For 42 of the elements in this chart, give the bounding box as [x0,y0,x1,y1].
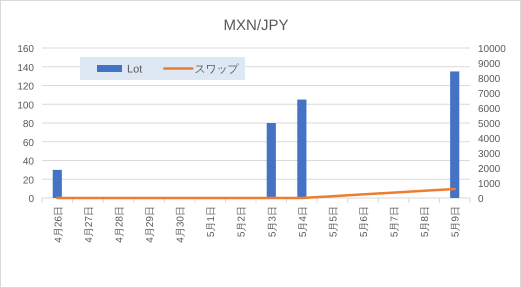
x-tick-label: 5月4日 [298,206,309,238]
y2-tick-label: 1000 [478,179,501,190]
bar [266,123,276,198]
y-tick-label: 0 [28,194,34,205]
x-tick-label: 4月27日 [84,206,95,243]
y2-tick-label: 6000 [478,104,501,115]
x-tick-label: 5月9日 [450,206,462,238]
x-tick-label: 4月30日 [176,206,187,243]
x-tick-label: 5月1日 [206,206,218,238]
legend-label: スワップ [194,62,240,76]
y2-tick-label: 7000 [478,89,501,100]
y2-tick-label: 4000 [478,134,501,145]
bar [450,71,460,198]
y2-tick-label: 10000 [478,44,506,55]
y-tick-label: 140 [17,62,34,74]
x-tick-label: 5月3日 [267,206,278,238]
x-tick-label: 5月5日 [328,206,340,238]
y-tick-label: 160 [17,44,34,55]
x-tick-label: 4月29日 [145,206,156,243]
y2-tick-label: 5000 [478,119,501,130]
line-series [56,188,456,200]
x-tick-label: 5月6日 [359,206,370,238]
y-tick-label: 120 [17,82,34,92]
y2-tick-label: 0 [478,194,484,205]
x-tick-label: 4月26日 [53,206,64,243]
y2-tick-label: 9000 [478,59,501,70]
bar [297,100,306,198]
bar [52,170,62,198]
chart-title: MXN/JPY [223,17,289,34]
y2-tick-label: 2000 [478,164,501,175]
y-tick-label: 60 [22,138,34,149]
y-tick-label: 40 [22,156,34,168]
x-tick-label: 5月7日 [390,206,401,238]
y2-tick-label: 3000 [478,149,501,160]
x-tick-label: 4月28日 [114,206,126,243]
y-tick-label: 20 [22,175,34,186]
x-tick-label: 5月2日 [236,206,248,238]
y2-tick-label: 8000 [478,74,501,85]
y-tick-label: 80 [22,119,34,130]
y-tick-label: 100 [17,100,34,112]
legend-label: Lot [127,64,142,76]
x-tick-label: 5月8日 [420,206,432,238]
